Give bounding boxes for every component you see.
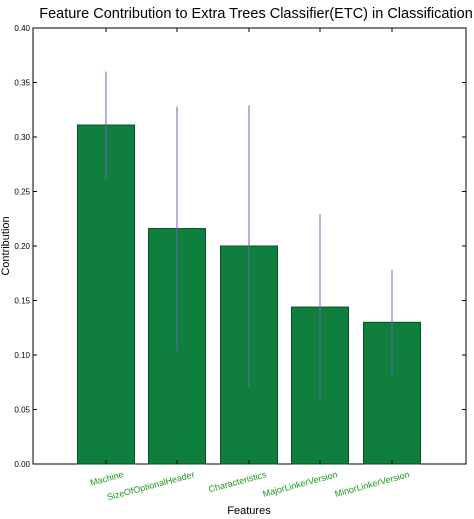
x-tick-label: MinorLinkerVersion — [334, 469, 411, 499]
y-tick-label: 0.00 — [14, 460, 30, 469]
y-axis-label: Contribution — [0, 216, 12, 275]
y-tick-label: 0.30 — [14, 133, 30, 142]
y-tick-label: 0.40 — [14, 24, 30, 33]
y-tick-label: 0.35 — [14, 79, 30, 88]
x-axis-label: Features — [227, 505, 271, 517]
y-tick-label: 0.10 — [14, 351, 30, 360]
y-tick-label: 0.15 — [14, 297, 30, 306]
error-bars-group — [105, 71, 393, 400]
chart-title: Feature Contribution to Extra Trees Clas… — [39, 6, 473, 22]
y-axis: 0.00 0.05 0.10 0.15 0.20 0.25 0.30 0.35 0.40 — [14, 24, 466, 469]
y-tick-label: 0.20 — [14, 242, 30, 251]
x-tick-label: MajorLinkerVersion — [262, 469, 339, 499]
y-tick-label: 0.05 — [14, 406, 30, 415]
y-tick-label: 0.25 — [14, 188, 30, 197]
x-tick-label: Characteristics — [207, 469, 268, 494]
x-tick-label: Machine — [89, 469, 124, 487]
